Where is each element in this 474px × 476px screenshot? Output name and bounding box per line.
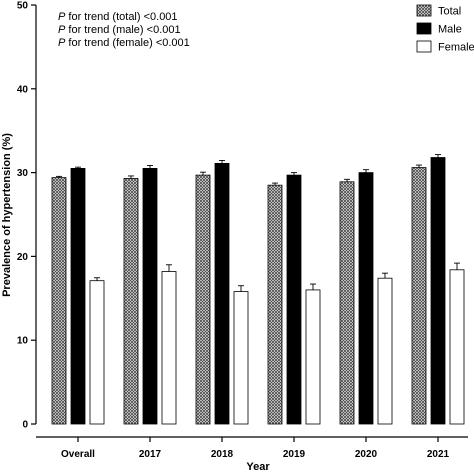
p-symbol: P — [58, 11, 66, 23]
bar-total-2019 — [267, 184, 283, 425]
p-symbol: P — [58, 37, 66, 49]
trend-annotation: P for trend (total) <0.001 — [58, 11, 178, 23]
legend-label-female: Female — [438, 42, 474, 54]
trend-annotation: P for trend (female) <0.001 — [58, 37, 190, 49]
trend-text: for trend (female) <0.001 — [65, 37, 189, 49]
y-tick-label: 0 — [22, 420, 28, 431]
bar-male-2020 — [358, 172, 374, 425]
trend-annotation: P for trend (male) <0.001 — [58, 24, 181, 36]
legend-label-male: Male — [438, 24, 462, 36]
x-tick-label: Overall — [61, 449, 95, 460]
bar-male-2017 — [142, 168, 158, 425]
x-tick-label: 2018 — [211, 449, 234, 460]
x-tick-label: 2020 — [355, 449, 378, 460]
x-axis: Overall 2017 2018 2019 2020 2021 — [36, 436, 468, 460]
y-tick-label: 20 — [17, 252, 29, 263]
bar-total-overall — [51, 177, 67, 425]
trend-text: for trend (total) <0.001 — [65, 11, 177, 23]
legend-label-total: Total — [438, 6, 461, 18]
bar-male-2018 — [214, 162, 230, 425]
legend-swatch-female — [416, 40, 432, 53]
trend-text: for trend (male) <0.001 — [65, 24, 180, 36]
y-tick-label: 40 — [17, 84, 29, 95]
bar-series-group — [51, 154, 465, 425]
x-tick-label: 2021 — [427, 449, 450, 460]
y-tick-label: 50 — [17, 1, 29, 12]
x-tick-label: 2017 — [139, 449, 162, 460]
bar-total-2018 — [195, 174, 211, 425]
bar-total-2017 — [123, 178, 139, 425]
bar-total-2021 — [411, 167, 427, 425]
bar-female-2019 — [305, 289, 321, 425]
p-symbol: P — [58, 24, 66, 36]
bar-female-overall — [89, 280, 105, 425]
bar-female-2018 — [233, 291, 249, 425]
legend: Total Male Female — [416, 4, 474, 54]
x-tick-label: 2019 — [283, 449, 306, 460]
bar-male-2021 — [430, 157, 446, 425]
bar-female-2020 — [377, 277, 393, 425]
bar-male-2019 — [286, 174, 302, 425]
bar-female-2017 — [161, 271, 177, 425]
legend-swatch-total — [416, 4, 432, 17]
x-axis-title: Year — [246, 461, 270, 473]
y-axis: 0 10 20 30 40 50 — [17, 1, 37, 431]
y-tick-label: 10 — [17, 336, 29, 347]
y-tick-label: 30 — [17, 168, 29, 179]
y-axis-title: Prevalence of hypertension (%) — [1, 133, 13, 297]
legend-swatch-male — [416, 22, 432, 35]
bar-total-2020 — [339, 181, 355, 425]
bar-male-overall — [70, 168, 86, 425]
bar-female-2021 — [449, 269, 465, 425]
